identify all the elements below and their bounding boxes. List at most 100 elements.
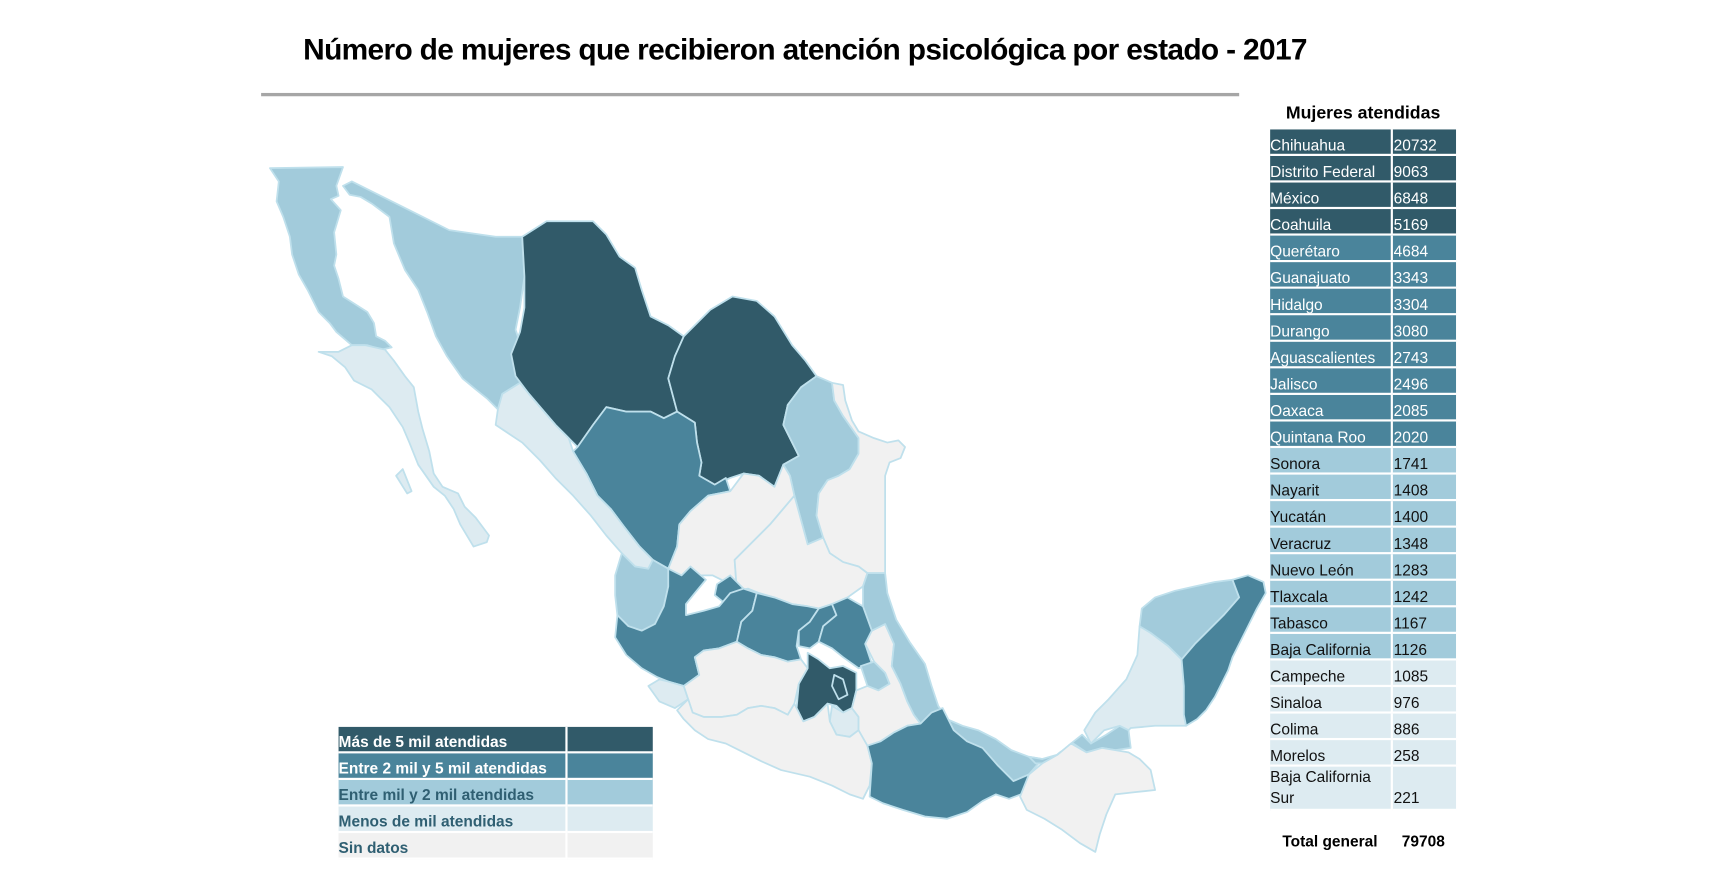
legend-item: Sin datos [338,833,653,860]
table-row: Coahuila 5169 [1270,209,1457,236]
legend-swatch [567,806,653,834]
table-row: Quintana Roo 2020 [1270,421,1457,449]
table-row: Aguascalientes 2743 [1270,341,1457,369]
legend-item: Más de 5 mil atendidas [338,726,653,754]
state-name: Morelos [1270,740,1393,767]
table-row: Nayarit 1408 [1270,474,1457,502]
state-name: Distrito Federal [1270,156,1393,183]
state-value: 1400 [1392,501,1457,528]
state-value: 9063 [1392,156,1457,183]
state-name: Hidalgo [1270,288,1393,316]
state-name: Quintana Roo [1270,421,1393,449]
state-name: Sonora [1270,448,1393,475]
state-mexico[interactable] [795,651,858,723]
state-name: Chihuahua [1270,129,1393,157]
state-name: Coahuila [1270,209,1393,236]
table-row: Jalisco 2496 [1270,368,1457,395]
state-value: 3080 [1392,315,1457,342]
state-name: Baja California Sur [1270,766,1393,811]
state-name: Oaxaca [1270,394,1393,422]
table-row: Querétaro 4684 [1270,235,1457,263]
state-value: 258 [1392,740,1457,767]
table-row: Morelos 258 [1270,740,1457,767]
table-row: México 6848 [1270,182,1457,210]
state-value: 1167 [1392,607,1457,634]
state-sinaloa[interactable] [494,381,654,570]
legend-label: Entre 2 mil y 5 mil atendidas [338,753,568,781]
table-row: Oaxaca 2085 [1270,394,1457,422]
state-baja-california-sur[interactable] [317,344,490,548]
state-value: 1085 [1392,660,1457,688]
state-value: 1408 [1392,474,1457,502]
state-name: Tabasco [1270,607,1393,634]
state-value: 976 [1392,687,1457,714]
legend-label: Menos de mil atendidas [338,806,568,834]
table-row: Veracruz 1348 [1270,527,1457,555]
table-row: Chihuahua 20732 [1270,129,1457,157]
state-guerrero[interactable] [676,698,873,800]
state-value: 2085 [1392,394,1457,422]
legend-label: Sin datos [338,833,568,860]
table-row: Hidalgo 3304 [1270,288,1457,316]
map-legend: Más de 5 mil atendidas Entre 2 mil y 5 mi… [338,726,653,860]
state-baja-california-sur-island [395,468,413,495]
legend-label: Más de 5 mil atendidas [338,726,568,754]
legend-label: Entre mil y 2 mil atendidas [338,780,568,807]
legend-swatch [567,726,653,754]
table-row: Nuevo León 1283 [1270,554,1457,581]
state-value: 221 [1392,766,1457,811]
total-value: 79708 [1401,832,1445,850]
legend-item: Entre 2 mil y 5 mil atendidas [338,753,653,781]
state-sonora[interactable] [342,180,526,411]
table-row: Distrito Federal 9063 [1270,156,1457,183]
state-value: 1283 [1392,554,1457,581]
table-row: Tabasco 1167 [1270,607,1457,634]
state-value: 2496 [1392,368,1457,395]
state-name: Nayarit [1270,474,1393,502]
legend-item: Entre mil y 2 mil atendidas [338,780,653,807]
state-value: 20732 [1392,129,1457,157]
title-divider [261,92,1240,97]
state-name: Tlaxcala [1270,580,1393,608]
state-chiapas[interactable] [1019,742,1156,853]
state-value: 6848 [1392,182,1457,210]
table-row: Sinaloa 976 [1270,687,1457,714]
state-distrito-federal[interactable] [831,674,849,701]
state-baja-california[interactable] [269,166,393,351]
state-name: Jalisco [1270,368,1393,395]
table-row: Yucatán 1400 [1270,501,1457,528]
state-name: Yucatán [1270,501,1393,528]
legend-item: Menos de mil atendidas [338,806,653,834]
state-value: 1348 [1392,527,1457,555]
state-value: 3304 [1392,288,1457,316]
legend-swatch [567,753,653,781]
table-row: Baja California 1126 [1270,633,1457,661]
total-label: Total general [1282,832,1378,850]
state-name: Querétaro [1270,235,1393,263]
state-value: 4684 [1392,235,1457,263]
table-header: Mujeres atendidas [1285,104,1441,123]
state-value: 1242 [1392,580,1457,608]
state-name: Baja California [1270,633,1393,661]
page-title: Número de mujeres que recibieron atenció… [303,33,1307,67]
mexico-choropleth-map [269,166,1267,853]
table-row: Colima 886 [1270,713,1457,741]
state-value: 2743 [1392,341,1457,369]
state-name: México [1270,182,1393,210]
state-quintana-roo[interactable] [1180,574,1267,727]
state-name: Veracruz [1270,527,1393,555]
state-name: Aguascalientes [1270,341,1393,369]
state-value: 2020 [1392,421,1457,449]
state-value: 5169 [1392,209,1457,236]
state-value: 886 [1392,713,1457,741]
state-value: 1126 [1392,633,1457,661]
legend-swatch [567,780,653,807]
table-row: Guanajuato 3343 [1270,262,1457,289]
state-name: Guanajuato [1270,262,1393,289]
state-value: 3343 [1392,262,1457,289]
table-row: Durango 3080 [1270,315,1457,342]
table-row: Baja California Sur 221 [1270,766,1457,811]
legend-swatch [567,833,653,860]
state-name: Campeche [1270,660,1393,688]
